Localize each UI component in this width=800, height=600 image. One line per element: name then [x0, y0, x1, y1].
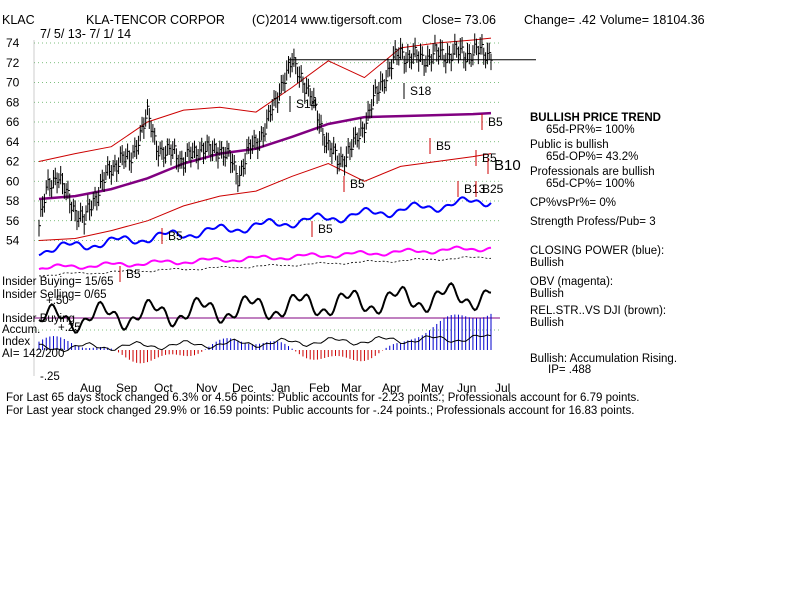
x-tick-label: Mar: [341, 381, 362, 395]
volume-value: Volume= 18104.36: [600, 13, 705, 27]
close-value: Close= 73.06: [422, 13, 496, 27]
y-tick-label: 66: [6, 115, 20, 129]
cp-value: 65d-CP%= 100%: [546, 178, 635, 190]
footer-line-2: For Last year stock changed 29.9% or 16.…: [6, 405, 634, 417]
price-bars: [38, 33, 493, 237]
obv-value: Bullish: [530, 288, 564, 300]
signal-label: S14: [296, 97, 318, 111]
signal-label: B13: [464, 182, 486, 196]
y-axis-ticks: 54 56 58 60 62 64 66 68 70 72 74: [6, 36, 20, 248]
x-tick-label: Nov: [196, 381, 217, 395]
y-tick-label: 74: [6, 36, 20, 50]
change-value: Change= .42: [524, 13, 596, 27]
copyright: (C)2014 www.tigersoft.com: [252, 13, 402, 27]
x-tick-label: Aug: [80, 381, 101, 395]
index-label: Index: [2, 336, 30, 348]
symbol: KLAC: [2, 13, 35, 27]
x-tick-label: Oct: [154, 381, 173, 395]
accum-label: Accum.: [2, 324, 40, 336]
indicator-panels: [38, 196, 492, 364]
ip-value: IP= .488: [548, 364, 591, 376]
obv-average-line: [38, 256, 492, 277]
cpvspr-value: CP%vsPr%= 0%: [530, 197, 616, 209]
bollinger-bands: [38, 37, 536, 241]
signal-label: B5: [488, 115, 503, 129]
strength-value: Strength Profess/Pub= 3: [530, 216, 656, 228]
pr-value: 65d-PR%= 100%: [546, 124, 635, 136]
signal-label: B10: [494, 157, 521, 174]
relstr-value: Bullish: [530, 317, 564, 329]
y-tick-label: 58: [6, 194, 20, 208]
y-tick-label: 64: [6, 135, 20, 149]
y-tick-label: 60: [6, 174, 20, 188]
indicator-tick-050: +.50: [46, 295, 69, 307]
insider-buying-label: Insider Buying: [2, 313, 75, 325]
x-axis-ticks: Aug Sep Oct Nov Dec Jan Feb Mar Apr May Jun Jul: [80, 381, 510, 395]
x-tick-label: May: [421, 381, 444, 395]
closing-power-value: Bullish: [530, 257, 564, 269]
obv-title: OBV (magenta):: [530, 276, 613, 288]
pros-line: Professionals are bullish: [530, 166, 655, 178]
x-tick-label: Jan: [271, 381, 290, 395]
signal-label: B5: [482, 151, 497, 165]
public-line: Public is bullish: [530, 139, 609, 151]
y-tick-label: 72: [6, 56, 20, 70]
accumulation-average-line: [38, 334, 492, 353]
indicator-tick-025: +.25: [58, 322, 81, 334]
footer-line-1: For Last 65 days stock changed 6.3% or 4…: [6, 392, 640, 404]
y-tick-label: 54: [6, 234, 20, 248]
y-tick-label: 70: [6, 76, 20, 90]
signal-label: B5: [350, 177, 365, 191]
x-tick-label: Feb: [309, 381, 330, 395]
y-tick-label: 56: [6, 214, 20, 228]
company-name: KLA-TENCOR CORPOR: [86, 13, 225, 27]
obv-line: [38, 245, 492, 271]
signal-label: B5: [318, 222, 333, 236]
indicator-tick-neg025: -.25: [40, 371, 60, 383]
moving-average-line: [38, 111, 492, 201]
signal-label: B5: [436, 139, 451, 153]
x-tick-label: Dec: [232, 381, 253, 395]
x-tick-label: Jul: [495, 381, 510, 395]
ai-value: AI= 142/200: [2, 348, 64, 360]
insider-buying: Insider Buying= 15/65: [2, 276, 114, 288]
x-tick-label: Jun: [457, 381, 476, 395]
band-line: [38, 37, 492, 162]
relstr-title: REL.STR..VS DJI (brown):: [530, 305, 666, 317]
signal-label: B25: [482, 182, 504, 196]
closing-power-title: CLOSING POWER (blue):: [530, 245, 664, 257]
closing-power-line: [38, 196, 492, 257]
insider-selling: Insider Selling= 0/65: [2, 289, 107, 301]
accum-title: Bullish: Accumulation Rising.: [530, 353, 677, 365]
x-tick-label: Apr: [382, 381, 401, 395]
trend-title: BULLISH PRICE TREND: [530, 112, 661, 124]
relative-strength-line: [38, 282, 492, 334]
signal-label: S18: [410, 84, 432, 98]
band-line: [38, 153, 492, 241]
date-range: 7/ 5/ 13- 7/ 1/ 14: [40, 27, 131, 41]
signal-label: B5: [126, 267, 141, 281]
y-tick-label: 68: [6, 95, 20, 109]
op-value: 65d-OP%= 43.2%: [546, 151, 638, 163]
signal-label: B5: [168, 229, 183, 243]
x-tick-label: Sep: [116, 381, 138, 395]
y-tick-label: 62: [6, 155, 20, 169]
